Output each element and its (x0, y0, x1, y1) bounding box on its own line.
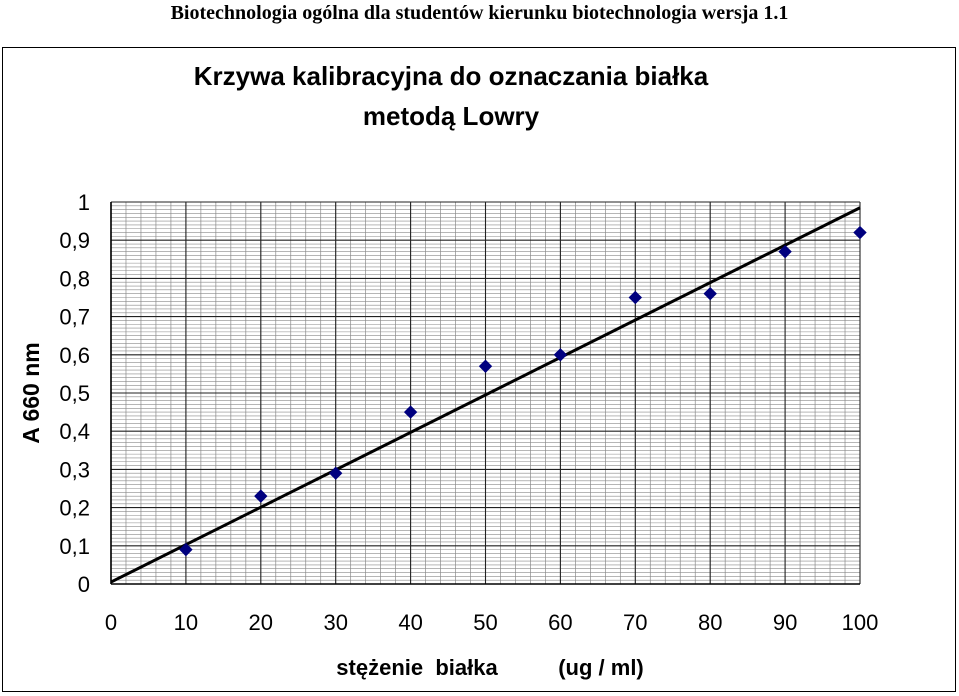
trendline (110, 206, 861, 584)
page-header: Biotechnologia ogólna dla studentów kier… (170, 2, 789, 24)
y-tick-label: 1 (78, 190, 90, 215)
y-tick-label: 0,3 (59, 457, 90, 482)
y-tick-label: 0 (78, 572, 90, 597)
x-tick-label: 50 (473, 610, 497, 635)
y-tick-label: 0,1 (59, 534, 90, 559)
x-tick-label: 10 (174, 610, 198, 635)
chart-frame (2, 47, 956, 692)
data-points (179, 225, 867, 557)
x-tick-label: 40 (398, 610, 422, 635)
data-point (179, 542, 193, 557)
x-tick-label: 80 (698, 610, 722, 635)
data-point (254, 489, 268, 503)
x-tick-labels: 0 10 20 30 40 50 60 70 80 90 100 (105, 610, 878, 635)
data-point (403, 405, 418, 419)
x-tick-label: 20 (249, 610, 273, 635)
x-axis-label-part2: (ug / ml) (558, 655, 644, 680)
data-point (778, 244, 792, 259)
y-tick-label: 0,6 (59, 343, 90, 368)
x-tick-label: 30 (323, 610, 347, 635)
grid-major (110, 201, 861, 585)
y-tick-label: 0,8 (59, 266, 90, 291)
data-point (703, 286, 717, 301)
x-tick-label: 0 (105, 610, 117, 635)
x-tick-label: 90 (773, 610, 797, 635)
y-axis-label: A 660 nm (18, 342, 44, 443)
trendline-group (110, 206, 861, 584)
y-tick-label: 0,2 (59, 496, 90, 521)
x-tick-label: 70 (623, 610, 647, 635)
data-point (478, 359, 493, 373)
y-tick-label: 0,7 (59, 305, 90, 330)
x-tick-label: 100 (842, 610, 879, 635)
data-point (628, 290, 643, 305)
y-tick-label: 0,4 (59, 419, 90, 444)
data-point (853, 225, 867, 240)
data-point (328, 466, 343, 480)
x-axis-label-part1: stężenie białka (336, 655, 498, 680)
y-tick-label: 0,9 (59, 228, 90, 253)
axes (110, 202, 860, 585)
y-tick-label: 0,5 (59, 381, 90, 406)
chart-title-line2: metodą Lowry (363, 101, 540, 131)
data-point (553, 348, 568, 362)
y-tick-labels: 0 0,1 0,2 0,3 0,4 0,5 0,6 0,7 0,8 0,9 1 (59, 190, 90, 597)
x-tick-label: 60 (548, 610, 572, 635)
chart-title-line1: Krzywa kalibracyjna do oznaczania białka (194, 61, 709, 91)
